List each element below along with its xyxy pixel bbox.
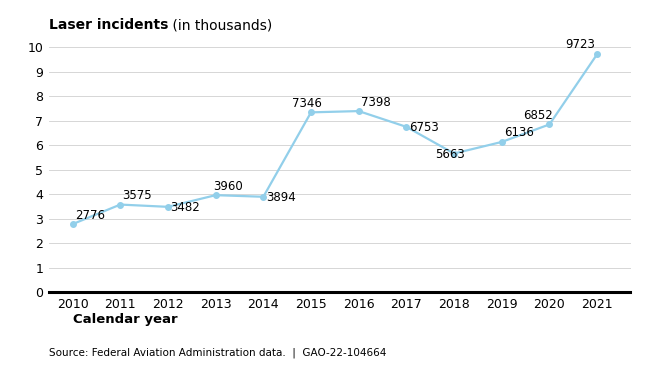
Text: (in thousands): (in thousands) (168, 18, 272, 32)
Text: Laser incidents: Laser incidents (49, 18, 168, 32)
Text: Source: Federal Aviation Administration data.  |  GAO-22-104664: Source: Federal Aviation Administration … (49, 347, 386, 358)
Text: 3482: 3482 (170, 201, 200, 214)
Text: 6852: 6852 (523, 109, 553, 122)
Text: 3894: 3894 (266, 191, 296, 204)
Text: Calendar year: Calendar year (73, 313, 177, 326)
Text: 3960: 3960 (213, 180, 243, 193)
Text: 6753: 6753 (409, 121, 439, 134)
Text: 2776: 2776 (75, 209, 105, 222)
Text: 7346: 7346 (292, 97, 322, 110)
Text: 7398: 7398 (361, 96, 391, 109)
Text: 9723: 9723 (565, 38, 595, 51)
Text: 6136: 6136 (504, 127, 534, 139)
Text: 3575: 3575 (123, 189, 152, 202)
Text: 5663: 5663 (435, 148, 465, 161)
